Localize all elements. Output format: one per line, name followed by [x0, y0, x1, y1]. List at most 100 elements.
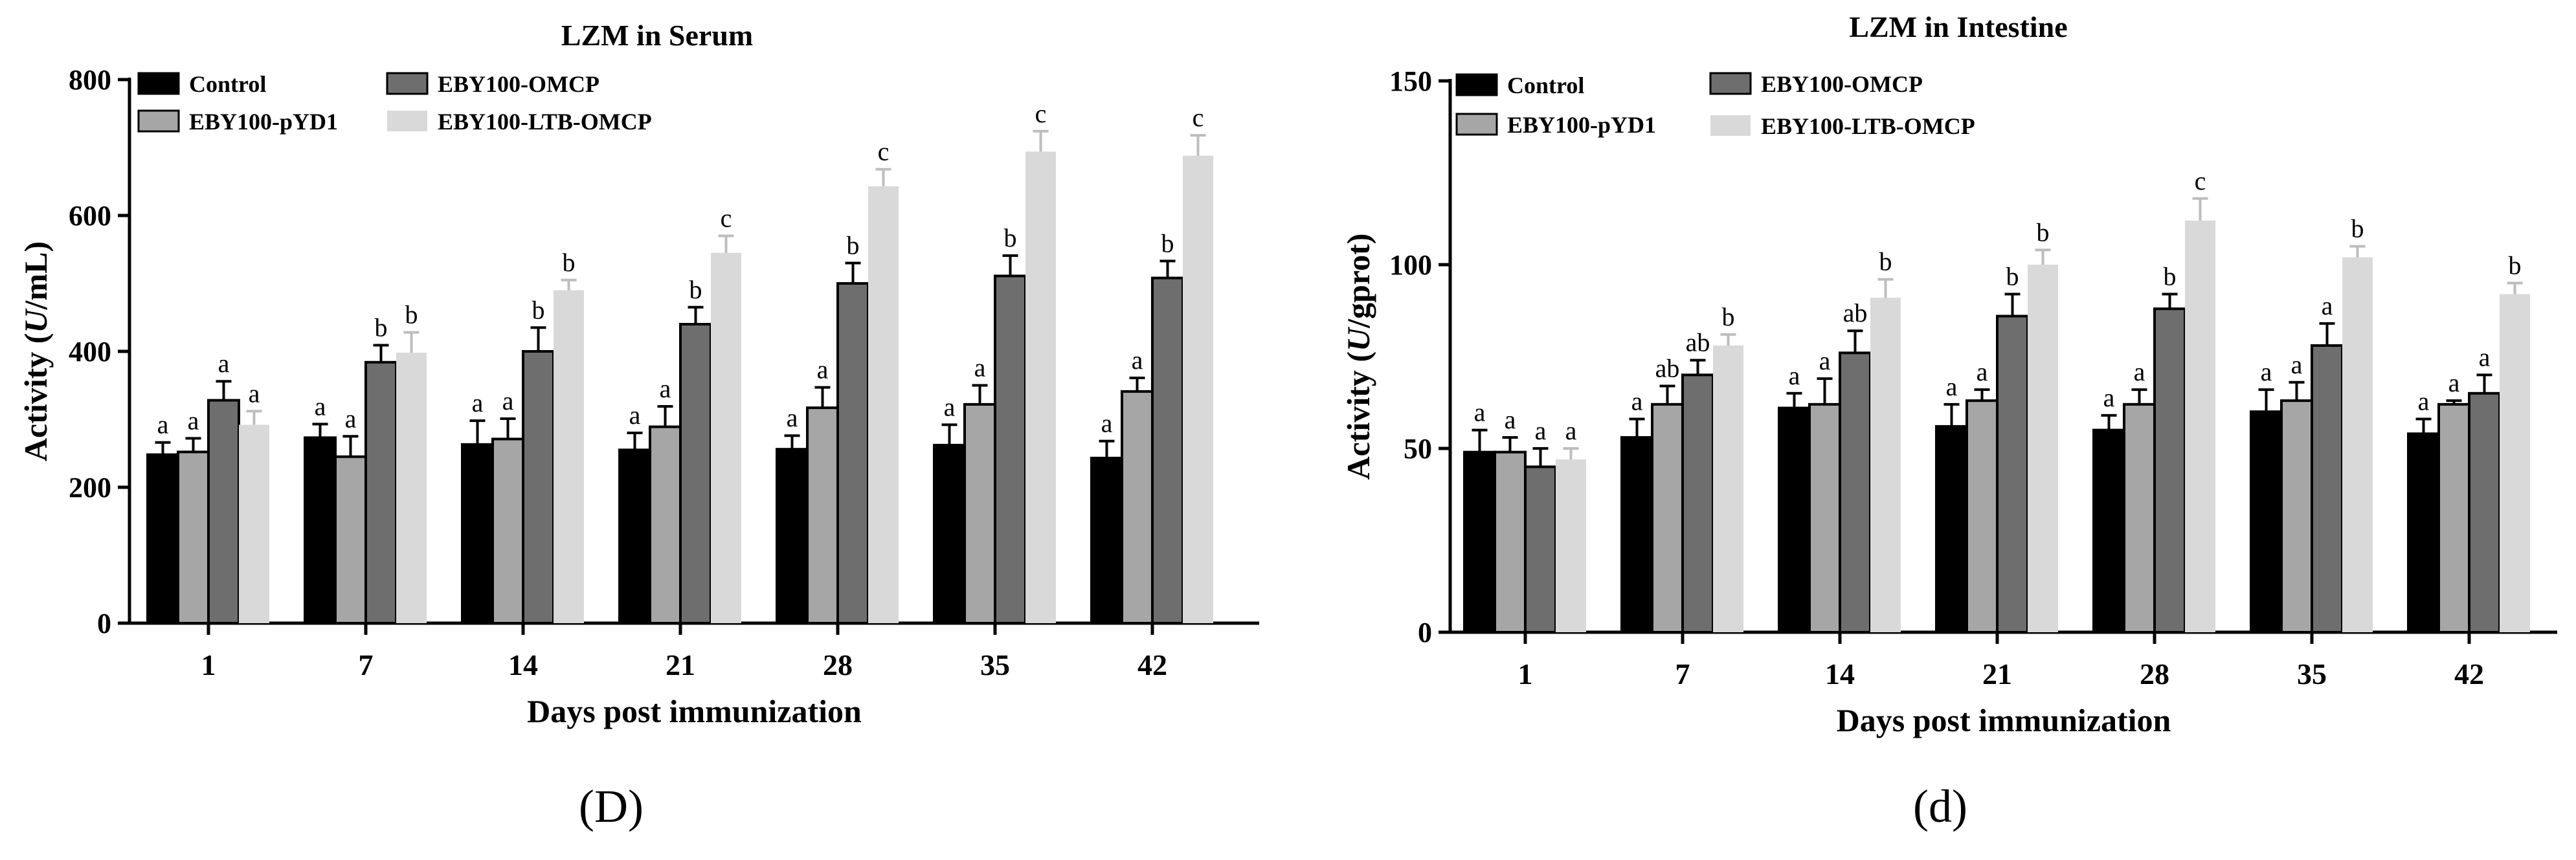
significance-letter: a	[2134, 357, 2145, 386]
bar	[963, 402, 996, 625]
y-axis-label-part: Activity (	[17, 333, 54, 462]
x-tick-label: 28	[2140, 657, 2169, 690]
significance-letter: a	[1535, 416, 1547, 445]
bar	[2028, 265, 2058, 632]
bar	[2092, 428, 2125, 634]
significance-letter: a	[1789, 361, 1800, 390]
bar	[1651, 402, 1684, 634]
legend-label: EBY100-LTB-OMCP	[438, 109, 652, 135]
significance-letter: b	[689, 275, 702, 304]
significance-letter: a	[1101, 409, 1113, 438]
significance-letter: a	[188, 406, 199, 435]
significance-letter: a	[817, 355, 829, 384]
y-axis-label: Activity (U/gprot)	[1340, 234, 1376, 480]
legend-swatch	[386, 72, 429, 95]
x-tick-label: 14	[1825, 657, 1855, 690]
significance-letter: a	[1132, 346, 1143, 375]
bar	[1090, 456, 1123, 624]
bar	[1524, 465, 1557, 634]
bar	[649, 425, 682, 624]
bar	[1025, 151, 1056, 624]
significance-letter: a	[2322, 291, 2333, 320]
y-tick-label: 200	[69, 472, 111, 503]
x-tick-label: 35	[980, 648, 1010, 681]
bar	[868, 186, 899, 624]
y-tick-label: 50	[1404, 433, 1432, 465]
significance-letter: a	[2479, 342, 2491, 371]
significance-letter: a	[1505, 405, 1516, 434]
significance-letter: a	[629, 401, 641, 430]
significance-letter: a	[1474, 398, 1486, 427]
bar	[1839, 351, 1872, 634]
bar	[711, 252, 741, 623]
significance-letter: a	[1631, 387, 1643, 416]
bar	[491, 437, 524, 624]
bar	[2500, 294, 2530, 632]
x-tick-label: 21	[1982, 657, 2012, 690]
bar	[1966, 399, 1999, 634]
bar	[2407, 432, 2440, 634]
significance-letter: a	[345, 404, 357, 433]
significance-letter: b	[1161, 228, 1174, 258]
significance-letter: b	[2164, 261, 2177, 291]
bar	[2153, 307, 2186, 634]
significance-letter: a	[472, 388, 484, 417]
legend-label: EBY100-LTB-OMCP	[1761, 113, 1975, 139]
bar	[2468, 391, 2501, 634]
significance-letter: a	[1977, 357, 1988, 386]
bar	[1935, 424, 1968, 634]
bar	[461, 443, 494, 624]
y-axis-label-part: U	[1340, 326, 1376, 351]
x-tick-label: 1	[1518, 657, 1533, 690]
chart-intestine: LZM in Intestine 0 50 100 150 Activity (U/gpr…	[1340, 10, 2557, 738]
y-tick-label: 600	[69, 200, 111, 232]
y-axis-label-part: /mL)	[17, 241, 54, 311]
significance-letter: a	[2291, 350, 2303, 379]
bar	[2123, 402, 2156, 634]
x-tick-label: 42	[2454, 657, 2484, 690]
significance-letter: a	[974, 353, 986, 382]
significance-letter: a	[787, 403, 798, 432]
bar	[207, 399, 240, 624]
x-axis-label: Days post immunization	[1837, 702, 2171, 738]
bar	[1681, 373, 1714, 634]
significance-letter: a	[2448, 368, 2460, 397]
bar	[1996, 314, 2029, 634]
legend-label: EBY100-OMCP	[1761, 71, 1923, 97]
significance-letter: a	[1819, 346, 1831, 375]
x-tick-label: 42	[1137, 648, 1167, 681]
bar	[2250, 410, 2283, 634]
significance-letter: a	[2103, 383, 2115, 412]
bar	[239, 424, 269, 623]
x-tick-label: 21	[666, 648, 695, 681]
significance-letter: b	[1722, 302, 1735, 331]
legend-swatch	[137, 72, 180, 95]
significance-letter: ab	[1655, 353, 1680, 382]
significance-letter: a	[2418, 387, 2430, 416]
significance-letter: b	[375, 313, 388, 342]
significance-letter: b	[2509, 250, 2522, 280]
bar	[2437, 402, 2470, 634]
significance-letter: b	[1879, 247, 1892, 276]
bar	[806, 406, 839, 625]
panel-label-serum: (D)	[579, 780, 644, 832]
y-tick-label: 800	[69, 64, 111, 96]
significance-letter: b	[532, 295, 545, 324]
significance-letter: a	[502, 386, 514, 415]
bar	[334, 455, 367, 624]
legend-swatch	[1455, 73, 1498, 96]
significance-letter: b	[2006, 261, 2019, 291]
bar	[679, 323, 712, 624]
bar	[2342, 257, 2373, 632]
legend-swatch	[1709, 72, 1752, 95]
legend-label: EBY100-pYD1	[1507, 112, 1656, 138]
x-tick-label: 7	[1675, 657, 1690, 690]
bar	[1463, 450, 1496, 634]
significance-letter: a	[2261, 357, 2272, 386]
y-axis-label-part: U	[17, 308, 54, 333]
bar	[776, 448, 809, 624]
bar	[1808, 402, 1841, 634]
significance-letter: c	[2195, 166, 2206, 195]
bar	[1713, 345, 1743, 632]
significance-letter: ab	[1843, 298, 1868, 327]
